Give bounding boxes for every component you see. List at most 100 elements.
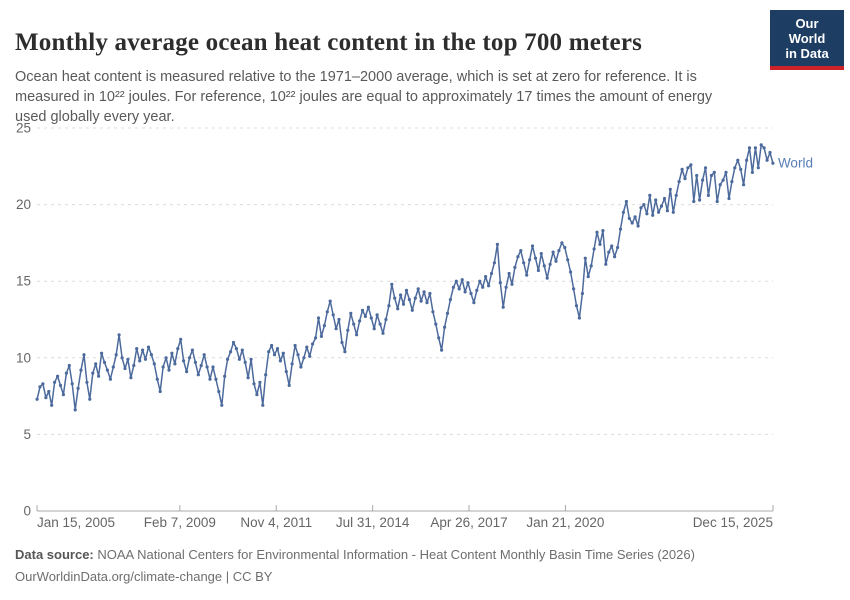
- data-point-marker: [305, 345, 309, 349]
- data-point-marker: [372, 327, 376, 331]
- data-point-marker: [533, 256, 538, 260]
- data-point-marker: [202, 353, 206, 357]
- data-point-marker: [170, 351, 174, 355]
- data-point-marker: [381, 331, 385, 335]
- data-point-marker: [698, 198, 702, 202]
- data-point-marker: [193, 360, 197, 364]
- data-point-marker: [97, 374, 101, 378]
- data-point-marker: [237, 357, 241, 361]
- data-point-marker: [176, 347, 180, 351]
- data-point-marker: [448, 298, 452, 302]
- y-tick-label-20: 20: [16, 197, 31, 212]
- data-point-marker: [299, 365, 303, 369]
- data-point-marker: [243, 360, 247, 364]
- license-line: OurWorldinData.org/climate-change | CC B…: [15, 566, 695, 588]
- data-point-marker: [662, 196, 667, 201]
- data-point-marker: [718, 183, 722, 187]
- world-series-line[interactable]: [35, 143, 775, 412]
- x-tick-label-6: Dec 15, 2025: [693, 515, 773, 530]
- x-tick-label-4: Apr 26, 2017: [430, 515, 507, 530]
- y-tick-label-25: 25: [16, 121, 31, 136]
- data-point-marker: [126, 357, 130, 361]
- data-point-marker: [586, 275, 590, 279]
- data-point-marker: [252, 382, 256, 386]
- data-point-marker: [234, 347, 238, 351]
- x-tick-label-1: Feb 7, 2009: [144, 515, 216, 530]
- data-point-marker: [451, 285, 455, 289]
- data-point-marker: [108, 377, 112, 381]
- series-label-world[interactable]: World: [778, 156, 813, 171]
- data-point-marker: [290, 362, 294, 366]
- data-point-marker: [296, 353, 300, 357]
- data-point-marker: [158, 389, 162, 394]
- data-point-marker: [624, 199, 629, 204]
- data-point-marker: [302, 356, 306, 360]
- data-point-marker: [709, 173, 714, 178]
- data-point-marker: [229, 350, 233, 354]
- data-point-marker: [44, 396, 48, 400]
- data-point-marker: [504, 285, 508, 289]
- data-point-marker: [724, 170, 728, 174]
- data-point-marker: [399, 293, 403, 297]
- data-point-marker: [117, 333, 121, 337]
- license-link[interactable]: CC BY: [232, 569, 273, 584]
- y-axis-labels: 0 5 10 15 20 25: [16, 121, 31, 519]
- data-point-marker: [407, 298, 411, 302]
- data-point-marker: [352, 322, 356, 326]
- series-path-world[interactable]: [36, 144, 774, 411]
- owid-logo[interactable]: Our World in Data: [770, 10, 844, 70]
- owid-logo-text-line1: Our World: [788, 16, 826, 46]
- data-point-marker: [665, 209, 670, 213]
- data-point-marker: [214, 377, 218, 381]
- data-point-marker: [768, 150, 772, 155]
- data-point-marker: [589, 264, 593, 268]
- data-point-marker: [574, 304, 579, 308]
- owid-topic-link[interactable]: OurWorldinData.org/climate-change: [15, 569, 223, 584]
- data-point-marker: [205, 365, 209, 369]
- data-point-marker: [199, 363, 203, 368]
- data-point-marker: [343, 350, 347, 354]
- data-point-marker: [64, 371, 68, 375]
- data-point-marker: [366, 305, 370, 309]
- data-point-marker: [583, 256, 587, 260]
- data-point-marker: [425, 301, 429, 305]
- data-point-marker: [507, 271, 511, 276]
- data-point-marker: [616, 245, 620, 250]
- data-point-marker: [167, 368, 171, 372]
- data-point-marker: [155, 377, 159, 381]
- data-point-marker: [322, 324, 326, 328]
- data-point-marker: [469, 291, 473, 296]
- data-point-marker: [692, 199, 696, 204]
- data-point-marker: [346, 328, 350, 332]
- data-point-marker: [630, 221, 634, 225]
- data-point-marker: [674, 193, 678, 197]
- data-point-marker: [437, 336, 441, 340]
- data-point-marker: [363, 314, 367, 318]
- data-point-marker: [627, 216, 631, 220]
- data-point-marker: [217, 389, 221, 394]
- data-point-marker: [478, 279, 482, 283]
- data-point-marker: [152, 362, 156, 366]
- data-point-marker: [231, 340, 236, 345]
- data-point-marker: [390, 282, 394, 286]
- data-point-marker: [492, 261, 496, 265]
- data-point-marker: [416, 287, 420, 291]
- data-point-marker: [642, 203, 646, 207]
- data-point-marker: [240, 348, 244, 352]
- data-point-marker: [645, 212, 649, 216]
- data-point-marker: [410, 308, 414, 312]
- data-point-marker: [102, 360, 107, 364]
- data-point-marker: [654, 198, 658, 202]
- data-point-marker: [539, 252, 543, 256]
- data-point-marker: [314, 336, 318, 340]
- data-point-marker: [196, 373, 200, 377]
- data-point-marker: [419, 299, 423, 303]
- data-point-marker: [756, 166, 760, 170]
- data-point-marker: [223, 374, 227, 378]
- data-point-marker: [53, 380, 57, 384]
- data-source-label: Data source:: [15, 547, 94, 562]
- data-point-marker: [592, 247, 596, 251]
- data-point-marker: [120, 356, 124, 360]
- data-point-marker: [604, 262, 608, 266]
